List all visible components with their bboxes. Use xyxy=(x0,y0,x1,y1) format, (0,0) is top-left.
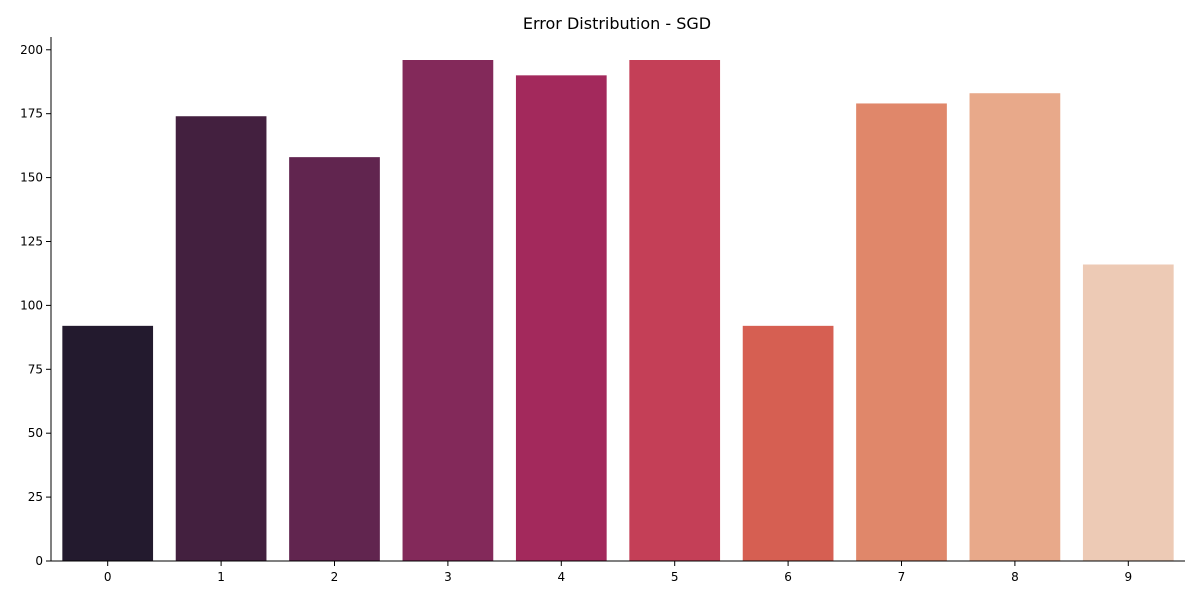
x-tick-label: 9 xyxy=(1124,570,1132,584)
y-tick-label: 150 xyxy=(20,171,43,185)
y-tick-label: 200 xyxy=(20,43,43,57)
bar-3 xyxy=(402,60,494,561)
y-tick-label: 0 xyxy=(35,554,43,568)
y-tick-label: 75 xyxy=(28,362,43,376)
chart-title: Error Distribution - SGD xyxy=(523,14,711,33)
x-tick-label: 6 xyxy=(784,570,792,584)
y-tick-label: 175 xyxy=(20,107,43,121)
y-tick-label: 25 xyxy=(28,490,43,504)
x-tick-label: 3 xyxy=(444,570,452,584)
y-tick-label: 50 xyxy=(28,426,43,440)
bar-6 xyxy=(742,325,834,561)
y-axis-ticks: 0 25 50 75 100 125 150 175 200 xyxy=(20,43,51,568)
bar-0 xyxy=(62,325,154,561)
bars-group xyxy=(62,60,1174,562)
x-tick-label: 1 xyxy=(217,570,225,584)
y-tick-label: 125 xyxy=(20,234,43,248)
bar-7 xyxy=(856,103,947,562)
bar-8 xyxy=(969,93,1061,561)
bar-2 xyxy=(289,157,380,561)
x-tick-label: 8 xyxy=(1011,570,1019,584)
x-axis-ticks: 0 1 2 3 4 5 6 7 8 9 xyxy=(104,561,1132,584)
x-tick-label: 7 xyxy=(898,570,906,584)
y-tick-label: 100 xyxy=(20,298,43,312)
x-tick-label: 5 xyxy=(671,570,679,584)
x-tick-label: 2 xyxy=(331,570,339,584)
bar-1 xyxy=(175,116,267,562)
x-tick-label: 0 xyxy=(104,570,112,584)
bar-4 xyxy=(515,75,607,561)
x-tick-label: 4 xyxy=(557,570,565,584)
bar-5 xyxy=(629,60,721,561)
bar-9 xyxy=(1082,264,1174,561)
